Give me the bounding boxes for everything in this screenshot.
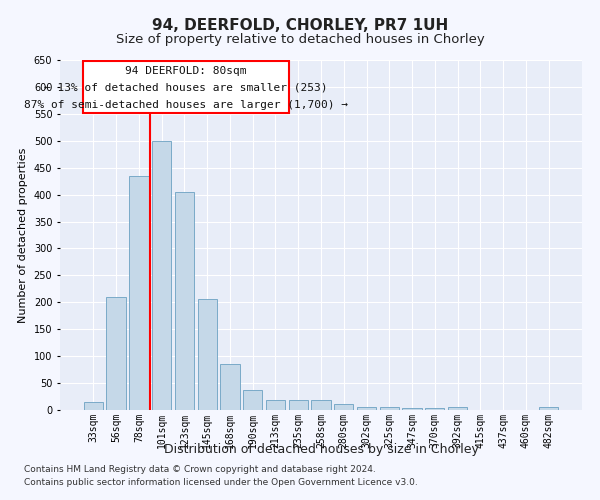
Bar [243, 390, 262, 410]
Y-axis label: Number of detached properties: Number of detached properties [18, 148, 28, 322]
Bar [152, 141, 172, 410]
Bar [84, 402, 103, 410]
Bar [357, 407, 376, 410]
Bar [129, 176, 149, 410]
Text: 94, DEERFOLD, CHORLEY, PR7 1UH: 94, DEERFOLD, CHORLEY, PR7 1UH [152, 18, 448, 32]
Bar [83, 61, 289, 113]
Bar [289, 400, 308, 410]
Bar [448, 408, 467, 410]
Text: Distribution of detached houses by size in Chorley: Distribution of detached houses by size … [164, 442, 478, 456]
Text: Size of property relative to detached houses in Chorley: Size of property relative to detached ho… [116, 32, 484, 46]
Bar [106, 297, 126, 410]
Text: 94 DEERFOLD: 80sqm: 94 DEERFOLD: 80sqm [125, 66, 247, 76]
Bar [334, 404, 353, 410]
Bar [197, 298, 217, 410]
Bar [539, 408, 558, 410]
Bar [380, 408, 399, 410]
Text: ← 13% of detached houses are smaller (253): ← 13% of detached houses are smaller (25… [44, 83, 328, 93]
Text: 87% of semi-detached houses are larger (1,700) →: 87% of semi-detached houses are larger (… [24, 100, 348, 110]
Bar [266, 400, 285, 410]
Text: Contains HM Land Registry data © Crown copyright and database right 2024.: Contains HM Land Registry data © Crown c… [24, 466, 376, 474]
Bar [175, 192, 194, 410]
Bar [425, 408, 445, 410]
Bar [403, 408, 422, 410]
Bar [220, 364, 239, 410]
Bar [311, 400, 331, 410]
Text: Contains public sector information licensed under the Open Government Licence v3: Contains public sector information licen… [24, 478, 418, 487]
